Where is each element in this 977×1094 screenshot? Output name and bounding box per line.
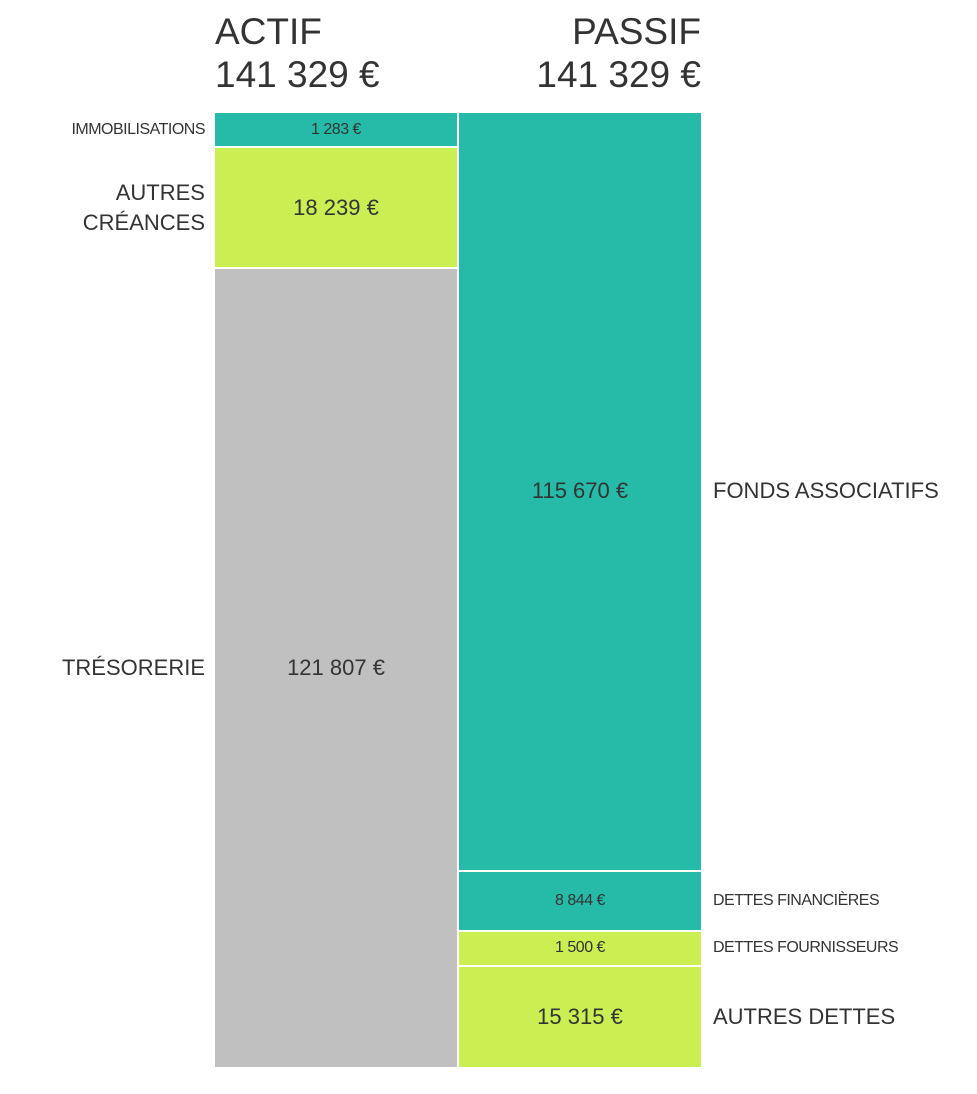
segment: 121 807 € bbox=[215, 269, 457, 1067]
column-total: 141 329 € bbox=[536, 54, 701, 95]
column-total: 141 329 € bbox=[215, 54, 380, 95]
segment-label-text: DETTES FINANCIÈRES bbox=[713, 891, 880, 909]
segment-label-text: FONDS ASSOCIATIFS bbox=[713, 478, 939, 504]
segment: 15 315 € bbox=[459, 966, 701, 1067]
segment: 18 239 € bbox=[215, 148, 457, 268]
segment-label-text: AUTRES DETTES bbox=[713, 1003, 896, 1029]
segment-label: DETTES FOURNISSEURS bbox=[713, 932, 953, 965]
segment-label: AUTRES DETTES bbox=[713, 967, 953, 1067]
segment-label-text: DETTES FOURNISSEURS bbox=[713, 939, 899, 957]
segment: 1 283 € bbox=[215, 113, 457, 146]
segment: 8 844 € bbox=[459, 871, 701, 930]
segment-label-text: IMMOBILISATIONS bbox=[71, 120, 205, 138]
segment-label-text: TRÉSORERIE bbox=[61, 655, 205, 681]
segment-label: IMMOBILISATIONS bbox=[0, 113, 205, 146]
segment-label: TRÉSORERIE bbox=[0, 269, 205, 1067]
segment: 115 670 € bbox=[459, 113, 701, 870]
column-title: ACTIF bbox=[215, 11, 322, 52]
segment-label: DETTES FINANCIÈRES bbox=[713, 872, 953, 930]
segment: 1 500 € bbox=[459, 931, 701, 965]
column-title: PASSIF bbox=[572, 11, 701, 52]
segment-label: AUTRES CRÉANCES bbox=[0, 148, 205, 267]
segment-label: FONDS ASSOCIATIFS bbox=[713, 113, 953, 870]
segment-label-text: AUTRES CRÉANCES bbox=[82, 179, 205, 235]
